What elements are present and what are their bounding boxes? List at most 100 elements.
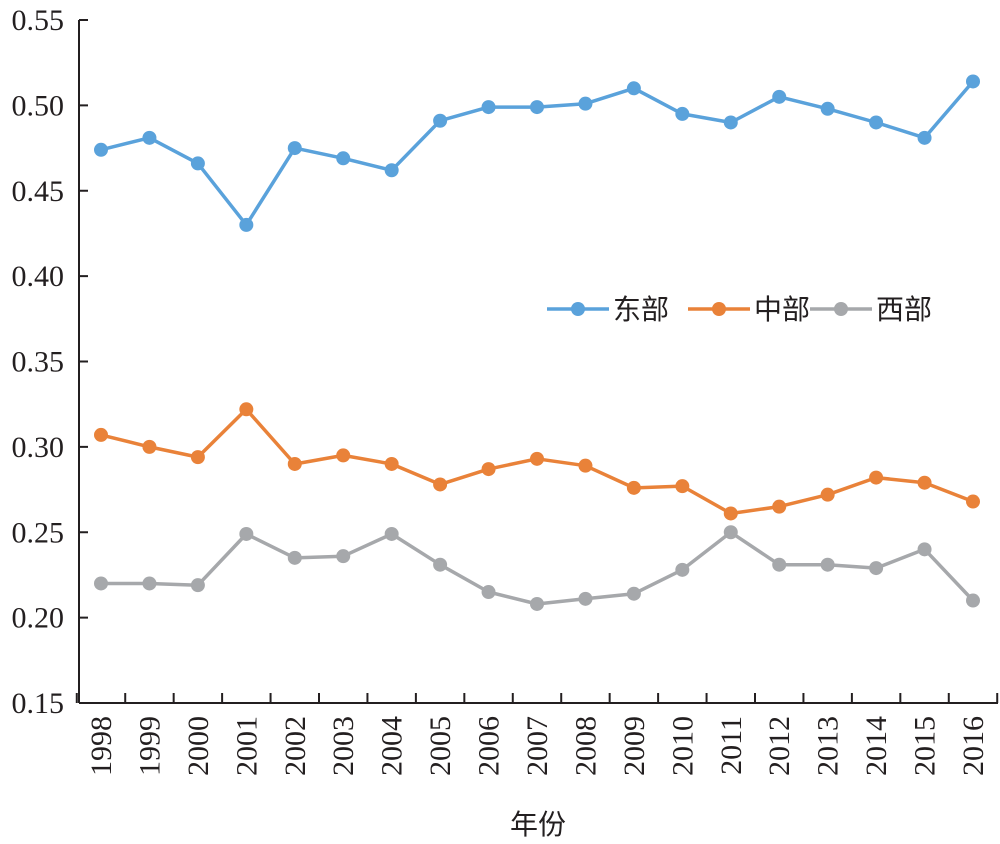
x-tick-label: 2012 [763,716,796,776]
y-tick-label: 0.35 [12,346,65,379]
x-tick-label: 2003 [327,716,360,776]
y-tick-label: 0.55 [12,4,65,37]
x-tick-label: 2006 [473,716,506,776]
x-tick-label: 2008 [569,716,602,776]
data-point [578,458,593,473]
data-point [626,480,641,495]
y-ticks: 0.15 0.20 0.25 0.30 0.35 0.40 0.45 0.50 0.55 [12,4,88,720]
y-tick-label: 0.40 [12,260,65,293]
data-point [578,96,593,111]
data-point [530,451,544,466]
legend-item: 西部 [810,293,932,326]
legend-label: 西部 [876,293,932,326]
data-point [723,506,738,521]
data-point [772,89,787,104]
legend-marker [571,302,585,316]
data-point [384,526,399,541]
data-point [530,100,544,115]
data-point [239,526,254,541]
data-point [336,151,351,166]
series-line [101,530,975,606]
data-point [190,578,205,593]
data-point [433,477,448,492]
data-point [578,591,593,606]
data-point [287,456,302,471]
data-point [869,561,884,576]
y-tick-label: 0.45 [12,175,65,208]
data-point [287,141,302,156]
x-tick-label: 2009 [618,716,651,776]
x-axis-title: 年份 [510,808,566,841]
data-point [626,81,641,96]
data-point [142,439,157,454]
series-1 [94,74,980,232]
data-point [142,576,157,591]
data-point [94,427,108,442]
data-point [190,450,205,465]
data-point [239,402,254,417]
data-point [966,593,980,608]
data-point [820,487,835,502]
series-3 [94,525,980,611]
data-point [336,448,351,463]
x-tick-label: 2000 [182,716,215,776]
data-point [723,115,738,130]
x-tick-label: 2016 [957,716,990,776]
data-point [481,100,496,115]
x-tick-label: 2005 [424,716,457,776]
data-point [820,101,835,116]
data-point [917,542,932,557]
x-tick-label: 2014 [860,716,893,776]
x-tick-label: 2010 [666,716,699,776]
legend-label: 中部 [754,293,810,326]
x-tick-label: 2013 [812,716,845,776]
data-point [869,470,884,485]
data-point [433,557,448,572]
y-tick-label: 0.25 [12,516,65,549]
data-point [966,74,980,89]
data-point [966,494,980,509]
legend-item: 东部 [547,293,669,326]
y-tick-label: 0.50 [12,89,65,122]
data-point [287,550,302,565]
x-tick-label: 2011 [715,716,748,775]
x-tick-label: 1998 [85,716,118,776]
data-point [384,456,399,471]
x-tick-label: 2004 [376,716,409,776]
data-point [239,217,254,232]
data-point [94,576,108,591]
data-point [481,462,496,477]
x-tick-label: 1999 [133,716,166,776]
data-point [675,479,690,494]
legend-marker [834,302,848,316]
data-point [772,499,787,514]
data-point [336,549,351,564]
data-point [530,596,544,611]
data-point [384,163,399,178]
data-point [94,142,108,157]
x-tick-label: 2007 [521,716,554,776]
legend: 东部 中部 西部 [547,293,932,326]
legend-item: 中部 [688,293,810,326]
y-tick-label: 0.30 [12,431,65,464]
data-point [869,115,884,130]
data-point [917,130,932,145]
data-point [433,113,448,128]
data-point [675,106,690,121]
data-point [142,130,157,145]
x-tick-label: 2015 [909,716,942,776]
legend-marker [712,302,726,316]
x-tick-label: 2002 [279,716,312,776]
x-ticks: 1998 1999 2000 2001 2002 2003 2004 2005 2006 2007… [75,693,999,776]
data-point [820,557,835,572]
y-tick-label: 0.20 [12,602,65,635]
y-tick-label: 0.15 [12,687,65,720]
data-point [190,156,205,171]
data-point [772,557,787,572]
data-point [481,585,496,600]
x-tick-label: 2001 [230,716,263,776]
data-point [723,525,738,540]
data-point [675,562,690,577]
series-layer [94,74,980,611]
